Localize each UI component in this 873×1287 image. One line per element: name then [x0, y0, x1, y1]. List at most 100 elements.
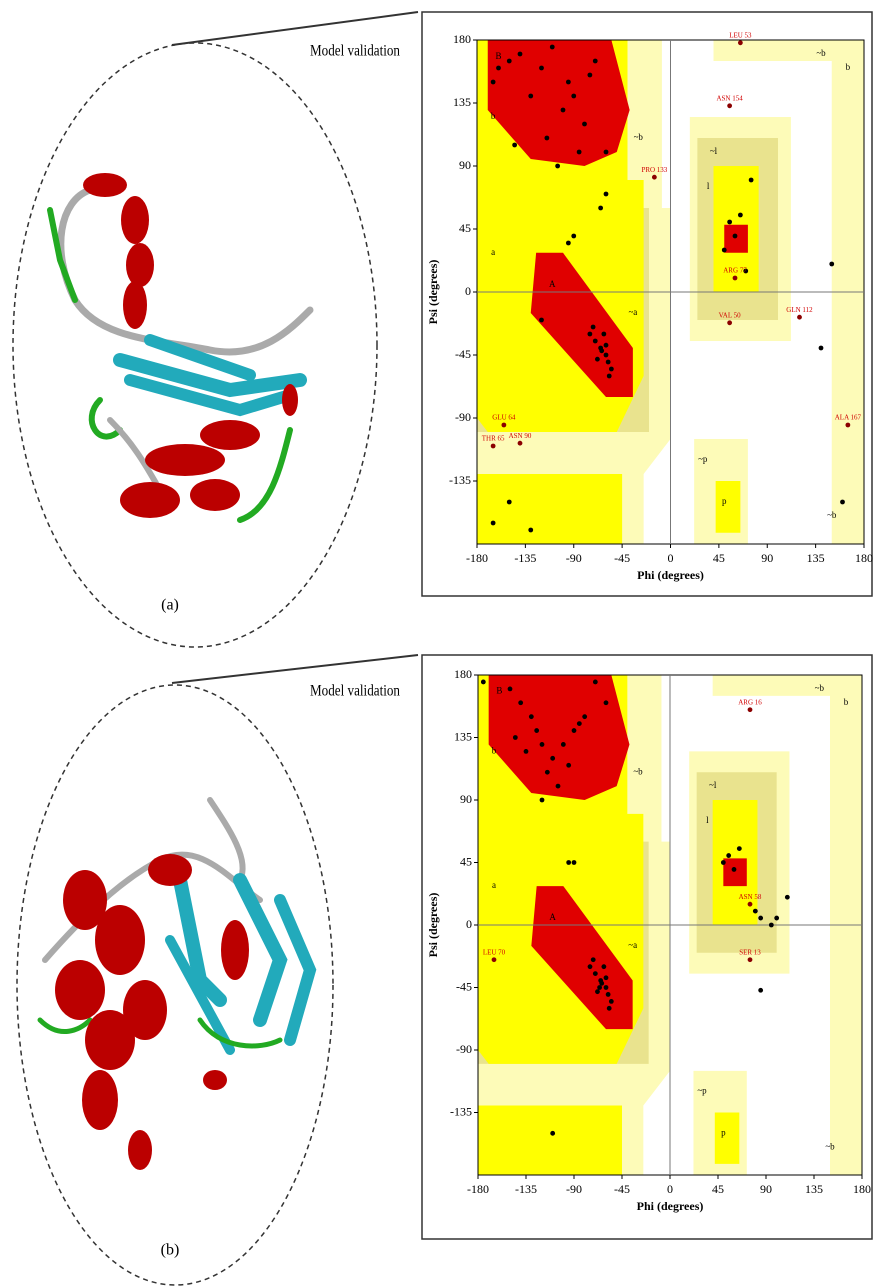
- point: [598, 205, 604, 211]
- point: [571, 233, 577, 239]
- point: [571, 728, 577, 733]
- point: [512, 735, 518, 740]
- point: [774, 915, 780, 921]
- outlier-point: [747, 901, 753, 907]
- point: [528, 93, 534, 99]
- connector: [171, 654, 419, 684]
- region-label: ~b: [827, 510, 837, 520]
- x-tick-label: 45: [712, 1182, 724, 1196]
- point: [597, 985, 602, 990]
- region: [724, 224, 748, 253]
- x-tick-label: -45: [614, 1182, 630, 1196]
- outlier-point: [517, 440, 523, 446]
- x-tick-label: 90: [760, 1182, 772, 1196]
- point: [601, 331, 607, 337]
- point: [605, 359, 611, 365]
- region: [487, 40, 630, 166]
- point: [566, 762, 572, 768]
- region-label: B: [496, 686, 502, 696]
- outlier-label: ARG 16: [738, 698, 762, 706]
- point: [592, 58, 598, 64]
- ellipse: [12, 42, 378, 648]
- x-tick-label: 180: [853, 1182, 871, 1196]
- outlier-label: ARG 77: [723, 267, 747, 275]
- outlier-label: LEU 70: [483, 948, 506, 956]
- point: [539, 65, 544, 71]
- point: [603, 352, 609, 358]
- point: [732, 233, 738, 239]
- outlier-label: PRO 133: [641, 166, 667, 174]
- outlier-label: ALA 167: [835, 414, 862, 422]
- x-axis-label: Phi (degrees): [637, 568, 704, 582]
- region-label: a: [492, 880, 496, 890]
- outlier-label: ASN 90: [509, 432, 532, 440]
- outlier-point: [737, 40, 743, 46]
- point: [606, 373, 612, 379]
- point: [576, 721, 582, 727]
- x-tick-label: 135: [807, 551, 825, 565]
- point: [582, 121, 587, 127]
- panel-caption: (b): [161, 1242, 180, 1259]
- point: [603, 975, 609, 981]
- x-tick-label: 180: [855, 551, 873, 565]
- point: [784, 894, 790, 900]
- point: [595, 989, 600, 995]
- x-tick-label: -90: [566, 1182, 582, 1196]
- point: [829, 261, 835, 267]
- outlier-point: [491, 957, 497, 963]
- point: [490, 79, 496, 85]
- point: [539, 317, 544, 323]
- region: [713, 40, 864, 61]
- y-tick-label: 0: [466, 917, 472, 931]
- point: [768, 922, 774, 928]
- outlier-label: VAL 50: [719, 311, 741, 319]
- point: [590, 324, 596, 330]
- point: [748, 177, 754, 183]
- outlier-label: THR 65: [482, 435, 505, 443]
- y-tick-label: -135: [449, 473, 471, 487]
- y-tick-label: 180: [453, 32, 471, 46]
- region-label: ~p: [697, 1086, 707, 1096]
- y-tick-label: 135: [453, 95, 471, 109]
- helices-b: [55, 854, 249, 1170]
- point: [731, 867, 737, 872]
- region-label: l: [707, 181, 710, 191]
- region-label: ~a: [628, 307, 637, 317]
- point: [603, 700, 609, 706]
- point: [544, 769, 550, 775]
- point: [752, 908, 758, 914]
- outlier-point: [732, 275, 738, 281]
- outlier-label: GLN 112: [786, 306, 813, 314]
- protein-a: [47, 186, 314, 523]
- point: [603, 985, 609, 990]
- region: [715, 481, 741, 533]
- y-tick-label: 135: [454, 729, 472, 743]
- connector: [171, 11, 419, 46]
- outlier-label: ASN 58: [739, 893, 762, 901]
- point: [818, 345, 824, 351]
- y-tick-label: -135: [450, 1104, 472, 1118]
- y-tick-label: 90: [460, 792, 472, 806]
- point: [599, 980, 605, 986]
- region-label: ~b: [815, 683, 825, 693]
- outlier-point: [490, 443, 496, 449]
- point: [592, 679, 598, 685]
- x-axis-label: Phi (degrees): [637, 1199, 704, 1213]
- outlier-point: [651, 174, 657, 180]
- point: [736, 846, 742, 852]
- ellipse: [16, 684, 334, 1286]
- point: [608, 998, 614, 1004]
- region-label: ~l: [710, 146, 718, 156]
- y-axis-label: Psi (degrees): [426, 893, 440, 958]
- point: [603, 149, 609, 155]
- point: [512, 142, 518, 148]
- chart: -180 -135 -90 -45 0 45 90 135 180 -135 -90 -45 0 45 90…: [421, 11, 873, 597]
- point: [592, 338, 598, 344]
- point: [490, 520, 496, 526]
- region: [723, 858, 747, 887]
- point: [560, 107, 566, 113]
- region-label: B: [495, 51, 501, 61]
- region-label: b: [492, 745, 497, 755]
